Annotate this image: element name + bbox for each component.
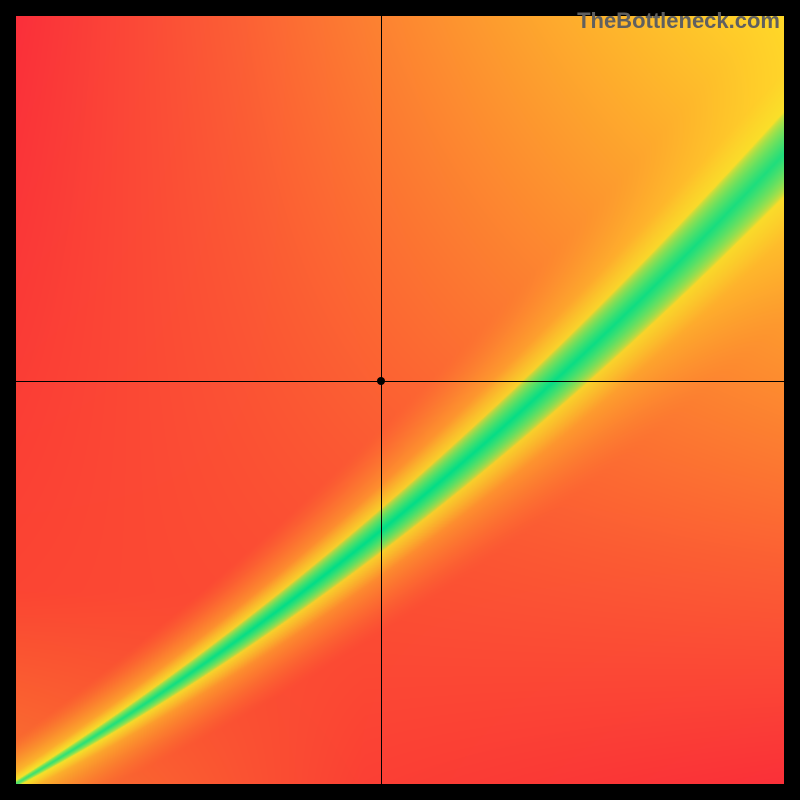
crosshair-horizontal bbox=[16, 381, 784, 382]
chart-container: TheBottleneck.com bbox=[0, 0, 800, 800]
heatmap-canvas bbox=[16, 16, 784, 784]
crosshair-vertical bbox=[381, 16, 382, 784]
plot-area bbox=[16, 16, 784, 784]
watermark-text: TheBottleneck.com bbox=[577, 8, 780, 34]
crosshair-marker bbox=[377, 377, 385, 385]
